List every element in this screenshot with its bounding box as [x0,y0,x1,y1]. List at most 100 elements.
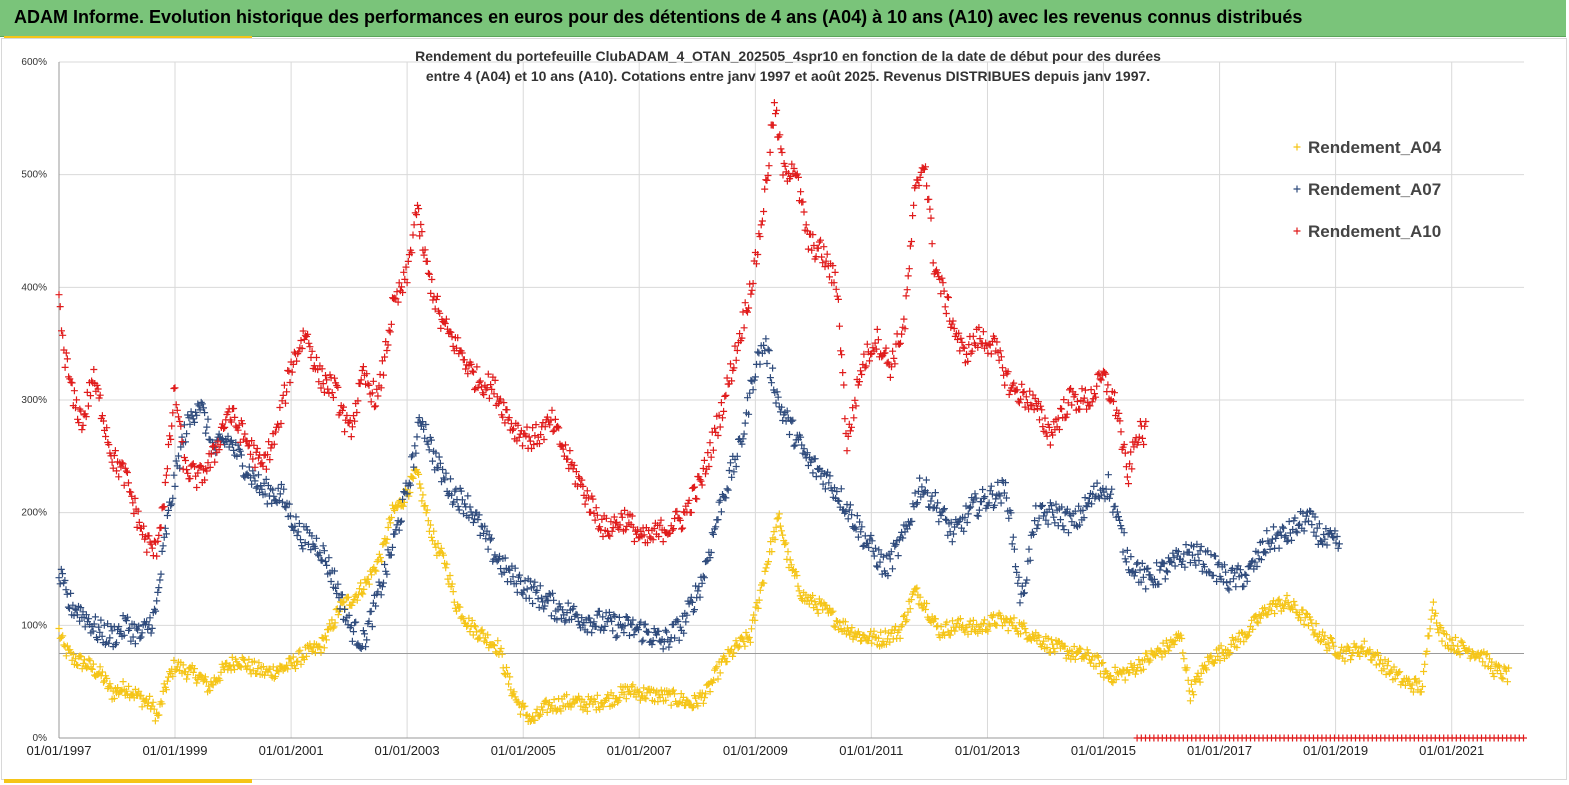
data-point [564,599,572,607]
data-point [175,452,182,460]
data-point [700,574,708,582]
data-point [926,205,934,213]
data-point [844,432,852,440]
data-point [823,250,831,258]
data-point [564,455,572,463]
data-point [371,566,379,574]
data-point [138,629,146,637]
data-point [110,695,118,702]
data-point [60,641,68,649]
data-point [769,121,777,129]
data-point [723,374,731,382]
data-point [973,512,981,519]
data-point [117,627,125,635]
data-point [1048,502,1055,510]
data-point [198,400,206,408]
data-point [987,350,995,358]
data-point [817,236,824,244]
data-point [1499,675,1507,683]
data-point [125,682,133,690]
data-point [158,547,166,555]
data-point [750,376,758,384]
data-point [1061,509,1069,517]
data-point [700,456,708,464]
data-point [1423,647,1431,655]
data-point [558,442,566,450]
data-point [269,663,277,671]
data-point [750,611,758,619]
data-point [608,527,616,535]
data-point [275,668,283,676]
data-point [469,519,477,526]
data-point [584,494,592,502]
data-point [934,269,942,277]
data-point [1093,652,1101,660]
data-point [59,632,67,640]
data-point [85,655,93,663]
data-point [434,540,442,547]
data-point [830,279,838,287]
data-point [320,388,328,396]
data-point [447,475,454,483]
data-point [399,289,407,296]
data-point [383,347,391,354]
data-point [981,616,988,624]
data-point [1280,524,1288,532]
data-point [250,657,258,665]
data-point [1079,506,1087,514]
data-point [592,504,600,512]
data-point [687,509,695,516]
y-tick-label: 500% [21,170,47,181]
data-point [334,611,342,619]
data-point [167,435,175,443]
data-point [316,643,324,651]
data-point [266,456,274,464]
data-point [964,357,972,365]
data-point [298,542,306,550]
data-point [1076,405,1084,413]
data-point [1021,589,1028,597]
data-point [541,697,549,705]
data-point [322,636,330,644]
data-point [1109,679,1117,687]
data-point [918,483,926,491]
data-point [193,411,201,419]
data-point [374,392,382,400]
data-point [411,442,419,450]
data-point [1178,635,1186,642]
data-point [1005,514,1013,522]
data-point [359,590,367,598]
data-point [172,401,180,409]
data-point [1028,402,1036,410]
data-point [751,373,759,381]
data-point [568,615,575,623]
data-point [483,384,491,392]
data-point [1284,599,1292,607]
data-point [871,339,879,347]
data-point [55,291,63,299]
legend-label: Rendement_A04 [1308,138,1442,157]
data-point [1244,631,1252,639]
data-point [669,686,677,694]
data-point [754,251,762,258]
data-point [1270,523,1277,531]
data-point [216,676,224,684]
data-point [1118,525,1126,533]
data-point [1214,652,1222,660]
data-point [439,466,447,473]
data-point [159,542,167,550]
data-point [1104,381,1112,389]
data-point [444,575,452,583]
data-point [194,469,202,477]
data-point [189,415,197,423]
data-point [831,484,838,492]
data-point [809,231,817,239]
data-point [76,617,84,625]
data-point [898,621,906,629]
data-point [738,334,746,342]
data-point [297,536,304,544]
data-point [1016,599,1024,607]
data-point [713,663,721,671]
data-point [902,618,910,626]
data-point [1043,432,1051,440]
